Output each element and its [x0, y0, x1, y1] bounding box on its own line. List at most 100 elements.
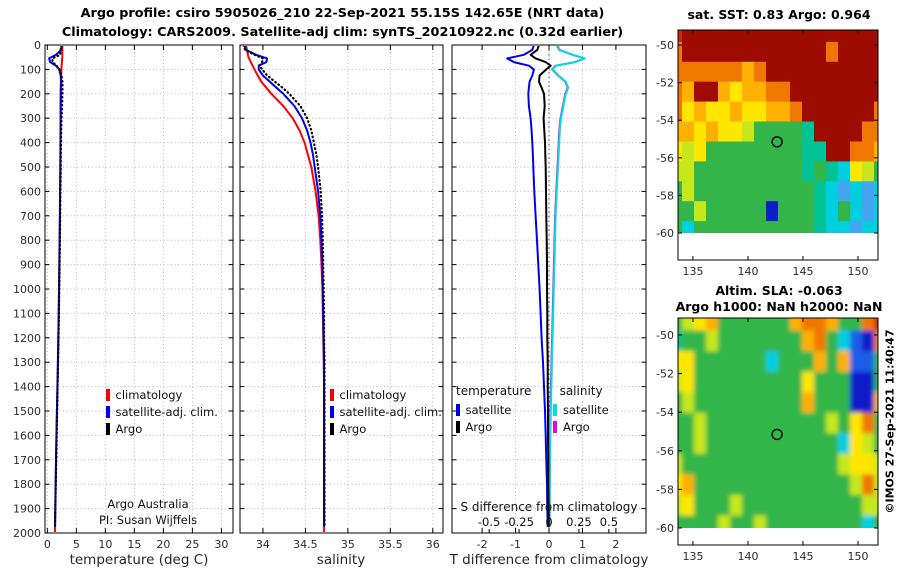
svg-text:1300: 1300	[13, 356, 41, 369]
tick-marks	[45, 44, 233, 534]
map-cells	[678, 30, 878, 233]
svg-text:-58: -58	[656, 189, 674, 202]
svg-text:-56: -56	[656, 152, 674, 165]
legend-swatch-icon	[330, 388, 334, 401]
legend-item: Argo	[456, 418, 531, 435]
legend-swatch-icon	[553, 403, 557, 416]
legend-swatch-icon	[456, 403, 460, 416]
svg-text:-58: -58	[656, 483, 674, 496]
svg-text:1000: 1000	[13, 283, 41, 296]
series-line-satellite-adj-clim-	[243, 46, 326, 527]
svg-text:145: 145	[792, 550, 813, 563]
tick-marks	[452, 44, 646, 534]
sst-map-title: sat. SST: 0.83 Argo: 0.964	[687, 7, 871, 22]
svg-text:600: 600	[20, 185, 41, 198]
series-line-temperature-satellite	[506, 46, 549, 527]
svg-text:200: 200	[20, 88, 41, 101]
legend-item: satellite-adj. clim.	[106, 403, 218, 420]
attribution-line-1: Argo Australia	[107, 497, 189, 511]
tick-marks	[240, 44, 443, 534]
attribution-line-2: PI: Susan Wijffels	[98, 512, 198, 527]
legend-item: Argo	[330, 420, 442, 437]
svg-text:1: 1	[579, 538, 586, 551]
svg-text:0: 0	[44, 538, 51, 551]
svg-text:150: 150	[847, 550, 868, 563]
legend-label: Argo	[115, 421, 143, 436]
legend-item: climatology	[106, 386, 218, 403]
svg-text:-50: -50	[656, 39, 674, 52]
salinity-legend: climatology satellite-adj. clim. Argo	[330, 386, 442, 437]
map-cells	[678, 318, 878, 528]
legend-label: satellite	[562, 402, 609, 417]
attribution-note: Argo Australia PI: Susan Wijffels	[58, 497, 238, 528]
legend-swatch-icon	[330, 422, 334, 435]
svg-text:-54: -54	[656, 406, 674, 419]
svg-text:1500: 1500	[13, 405, 41, 418]
svg-text:0.25: 0.25	[566, 515, 592, 529]
series-group	[506, 46, 586, 527]
map-sla: 135 140 145 150 -50 -52 -54 -56 -58 -60	[656, 317, 879, 563]
legend-item: climatology	[330, 386, 442, 403]
temperature-legend: climatology satellite-adj. clim. Argo	[106, 386, 218, 437]
svg-text:10: 10	[98, 538, 112, 551]
svg-text:0: 0	[545, 515, 552, 529]
temperature-axis-label: temperature (deg C)	[69, 552, 209, 568]
svg-text:1700: 1700	[13, 454, 41, 467]
difference-legend: temperature satellite Argo salinity satellit…	[456, 384, 609, 435]
svg-text:700: 700	[20, 210, 41, 223]
legend-item: Argo	[553, 418, 608, 435]
map-border	[677, 29, 879, 261]
svg-text:2: 2	[612, 538, 619, 551]
salinity-axis-label: salinity	[316, 552, 366, 568]
svg-text:-0.5: -0.5	[478, 515, 500, 529]
s-difference-axis-label: S difference from climatology	[460, 500, 638, 514]
t-difference-axis-label: T difference from climatology	[449, 552, 649, 568]
argo-float-marker	[771, 136, 783, 148]
legend-swatch-icon	[106, 422, 110, 435]
legend-column-header: salinity	[559, 384, 603, 398]
svg-text:135: 135	[682, 265, 703, 278]
sla-map-subtitle: Argo h1000: NaN h2000: NaN	[675, 299, 883, 314]
svg-text:-0.25: -0.25	[504, 515, 534, 529]
svg-text:800: 800	[20, 234, 41, 247]
legend-item: satellite	[456, 401, 531, 418]
legend-item: Argo	[106, 420, 218, 437]
figure-title: Argo profile: csiro 5905026_210 22-Sep-2…	[20, 5, 665, 42]
legend-column-header: temperature	[456, 384, 532, 398]
grid	[45, 45, 233, 533]
argo-float-marker	[771, 428, 783, 441]
legend-column: temperature satellite Argo	[456, 384, 531, 435]
legend-item: satellite-adj. clim.	[330, 403, 442, 420]
svg-text:15: 15	[127, 538, 141, 551]
svg-text:900: 900	[20, 259, 41, 272]
svg-text:30: 30	[214, 538, 228, 551]
map-sst: 135 140 145 150 -50 -52 -54 -56 -58 -60	[656, 29, 879, 278]
svg-text:1100: 1100	[13, 307, 41, 320]
legend-item: satellite	[553, 401, 609, 418]
grid	[240, 45, 443, 533]
series-line-argo	[51, 46, 64, 529]
svg-text:34: 34	[256, 538, 270, 551]
imos-credit: ©IMOS 27-Sep-2021 11:40:47	[883, 329, 897, 514]
svg-text:36: 36	[426, 538, 440, 551]
svg-text:1800: 1800	[13, 478, 41, 491]
panel-sal: 34 34.5 35 35.5 36	[239, 44, 444, 551]
svg-text:1200: 1200	[13, 332, 41, 345]
svg-text:-52: -52	[656, 77, 674, 90]
svg-text:20: 20	[156, 538, 170, 551]
svg-text:1400: 1400	[13, 381, 41, 394]
panel-diff: -2 -1 0 1 2 -0.5 -0.25 0 0.25 0.5	[451, 44, 647, 551]
svg-text:135: 135	[682, 550, 703, 563]
svg-text:1600: 1600	[13, 429, 41, 442]
legend-column: salinity satellite Argo	[553, 384, 609, 435]
legend-label: Argo	[562, 419, 590, 434]
legend-label: climatology	[339, 387, 407, 402]
svg-text:-60: -60	[656, 522, 674, 535]
svg-text:100: 100	[20, 63, 41, 76]
svg-text:140: 140	[737, 550, 758, 563]
legend-label: climatology	[115, 387, 183, 402]
svg-text:2000: 2000	[13, 527, 41, 540]
svg-text:140: 140	[737, 265, 758, 278]
svg-text:-54: -54	[656, 114, 674, 127]
